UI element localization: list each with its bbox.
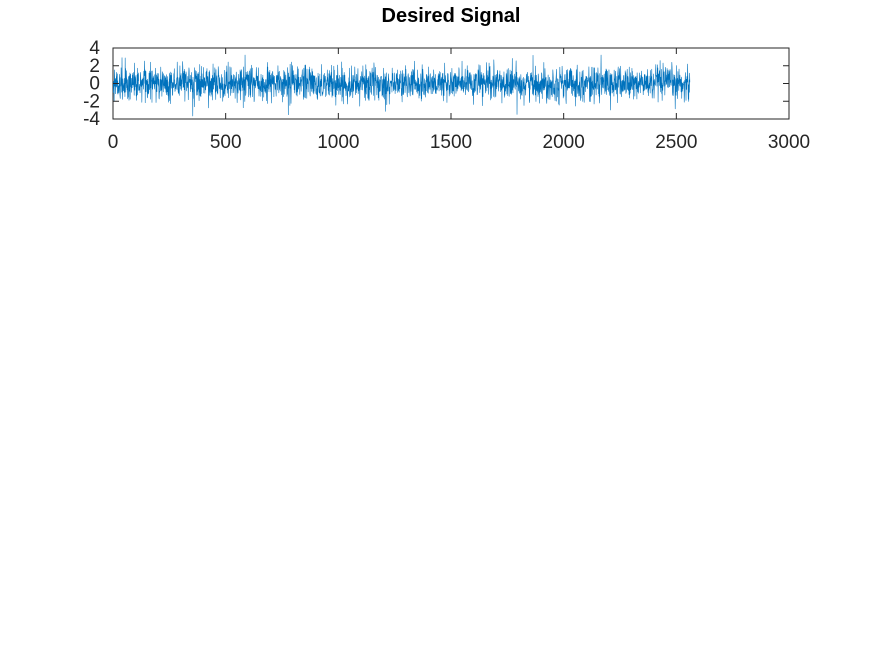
x-tick-label: 3000: [768, 132, 810, 153]
x-tick-label: 500: [210, 132, 242, 153]
x-tick-label: 0: [108, 132, 119, 153]
y-tick-label: 0: [89, 74, 100, 95]
y-tick-label: 4: [89, 38, 100, 59]
tick-layer: [112, 47, 790, 120]
chart-title: Desired Signal: [382, 5, 521, 27]
x-tick-labels: 0 500 1000 1500 2000 2500 3000: [108, 132, 810, 153]
x-tick-label: 2500: [655, 132, 697, 153]
y-tick-label: -2: [83, 91, 100, 112]
x-tick-label: 2000: [543, 132, 585, 153]
y-tick-label: -4: [83, 109, 100, 130]
y-tick-label: 2: [89, 56, 100, 77]
x-tick-label: 1000: [317, 132, 359, 153]
y-tick-labels: 420-2-4: [83, 38, 100, 130]
signal-line: [112, 54, 691, 117]
series-layer: [112, 54, 691, 117]
plot-area: [112, 47, 790, 120]
x-tick-label: 1500: [430, 132, 472, 153]
